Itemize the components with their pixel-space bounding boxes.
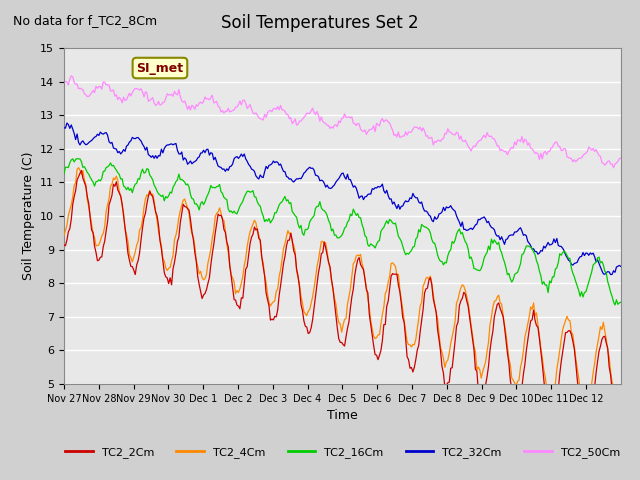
Text: SI_met: SI_met (136, 61, 184, 74)
Y-axis label: Soil Temperature (C): Soil Temperature (C) (22, 152, 35, 280)
Legend: TC2_2Cm, TC2_4Cm, TC2_16Cm, TC2_32Cm, TC2_50Cm: TC2_2Cm, TC2_4Cm, TC2_16Cm, TC2_32Cm, TC… (61, 443, 624, 462)
Text: Soil Temperatures Set 2: Soil Temperatures Set 2 (221, 14, 419, 33)
Text: No data for f_TC2_8Cm: No data for f_TC2_8Cm (13, 14, 157, 27)
X-axis label: Time: Time (327, 409, 358, 422)
